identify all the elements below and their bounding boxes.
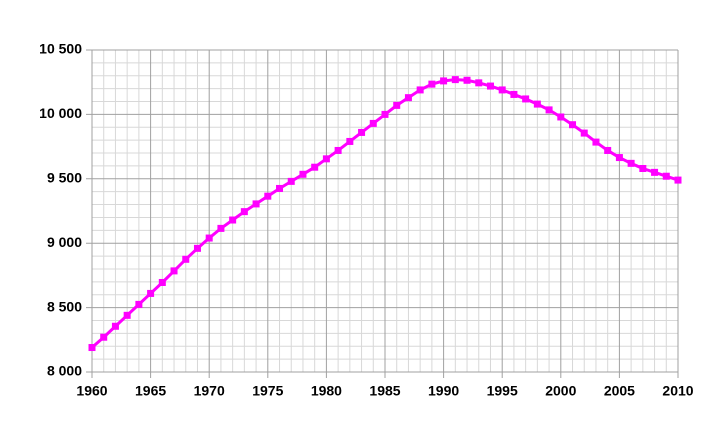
marker xyxy=(334,146,342,154)
marker xyxy=(205,234,213,242)
marker xyxy=(123,311,131,319)
x-tick-label: 1965 xyxy=(135,383,166,399)
marker xyxy=(287,177,295,185)
marker xyxy=(240,208,248,216)
marker xyxy=(182,255,190,263)
marker xyxy=(557,113,565,121)
marker xyxy=(111,322,119,330)
marker xyxy=(486,82,494,90)
marker xyxy=(604,146,612,154)
x-tick-label: 1970 xyxy=(194,383,225,399)
x-tick-label: 2000 xyxy=(545,383,576,399)
marker xyxy=(404,94,412,102)
x-tick-label: 1990 xyxy=(428,383,459,399)
y-tick-label: 8 500 xyxy=(47,298,82,314)
marker xyxy=(440,77,448,85)
marker xyxy=(299,170,307,178)
x-tick-label: 2005 xyxy=(604,383,635,399)
marker xyxy=(651,168,659,176)
y-tick-label: 9 500 xyxy=(47,170,82,186)
marker xyxy=(428,80,436,88)
x-tick-label: 1975 xyxy=(252,383,283,399)
marker xyxy=(358,128,366,136)
y-tick-label: 10 500 xyxy=(39,41,82,57)
marker xyxy=(252,200,260,208)
y-tick-label: 10 000 xyxy=(39,105,82,121)
marker xyxy=(475,79,483,87)
marker xyxy=(510,90,518,98)
marker xyxy=(135,300,143,308)
x-tick-label: 1995 xyxy=(487,383,518,399)
marker xyxy=(545,106,553,114)
marker xyxy=(88,344,96,352)
marker xyxy=(322,155,330,163)
x-tick-label: 2010 xyxy=(662,383,693,399)
marker xyxy=(498,86,506,94)
x-tick-label: 1985 xyxy=(369,383,400,399)
x-tick-label: 1980 xyxy=(311,383,342,399)
marker xyxy=(463,76,471,84)
marker xyxy=(627,159,635,167)
marker xyxy=(615,154,623,162)
marker xyxy=(639,164,647,172)
y-tick-label: 9 000 xyxy=(47,234,82,250)
marker xyxy=(451,76,459,84)
marker xyxy=(580,129,588,137)
marker xyxy=(170,267,178,275)
marker xyxy=(381,110,389,118)
marker xyxy=(264,192,272,200)
marker xyxy=(662,172,670,180)
marker xyxy=(100,333,108,341)
marker xyxy=(369,119,377,127)
marker xyxy=(158,278,166,286)
marker xyxy=(674,176,682,184)
marker xyxy=(416,86,424,94)
marker xyxy=(193,244,201,252)
marker xyxy=(229,216,237,224)
y-tick-label: 8 000 xyxy=(47,363,82,379)
marker xyxy=(522,95,530,103)
marker xyxy=(276,184,284,192)
marker xyxy=(147,289,155,297)
marker xyxy=(346,137,354,145)
marker xyxy=(217,224,225,232)
x-tick-label: 1960 xyxy=(76,383,107,399)
marker xyxy=(311,163,319,171)
marker xyxy=(592,138,600,146)
marker xyxy=(569,121,577,129)
marker xyxy=(533,100,541,108)
marker xyxy=(393,101,401,109)
